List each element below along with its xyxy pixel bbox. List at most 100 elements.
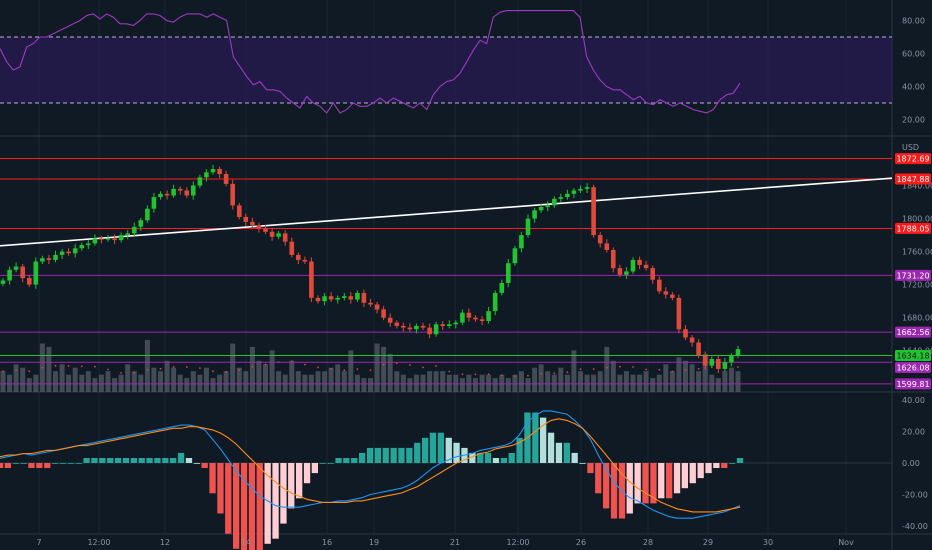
volume-ma-dot (671, 370, 674, 373)
volume-ma-dot (422, 366, 424, 369)
macd-line (0, 410, 741, 519)
candle-body (473, 317, 478, 320)
price-tick-label: 1720.00 (902, 281, 932, 290)
volume-bar (33, 374, 39, 392)
candle-body (591, 187, 596, 236)
macd-histogram-bar (28, 463, 35, 468)
volume-bar (446, 374, 452, 392)
volume-bar (584, 374, 590, 392)
candle-body (630, 259, 636, 272)
candle-body (302, 259, 308, 262)
time-tick-label: 29 (703, 538, 713, 547)
volume-bar (118, 374, 124, 392)
candle-body (696, 342, 701, 356)
macd-pane (0, 410, 892, 550)
price-level-label: 1634.18 (896, 352, 929, 361)
volume-ma-dot (645, 368, 647, 371)
macd-histogram-bar (422, 437, 429, 463)
rsi-tick-label: 20.00 (902, 116, 925, 125)
volume-bar (59, 364, 65, 392)
candle-body (512, 248, 518, 264)
volume-bar (322, 371, 328, 392)
candle-body (92, 238, 98, 244)
macd-histogram-bar (0, 463, 4, 468)
macd-histogram-bar (146, 458, 153, 463)
macd-histogram-bar (540, 417, 547, 463)
volume-bar (381, 346, 387, 392)
volume-ma-dot (527, 374, 529, 377)
volume-bar (203, 367, 209, 392)
volume-ma-dot (737, 366, 739, 368)
macd-histogram-bar (67, 463, 74, 464)
candle-body (66, 251, 71, 254)
candle-body (657, 279, 662, 292)
volume-ma-dot (474, 373, 477, 376)
volume-bar (177, 374, 183, 392)
macd-histogram-bar (626, 463, 633, 514)
volume-ma-dot (199, 367, 201, 369)
volume-ma-dot (28, 370, 31, 373)
price-level-label: 1872.69 (896, 155, 929, 164)
macd-tick-label: -20.00 (902, 491, 928, 500)
volume-ma-dot (487, 373, 490, 376)
macd-histogram-bar (59, 463, 67, 464)
volume-bar (217, 374, 223, 392)
price-tick-label: 1680.00 (902, 314, 932, 323)
currency-label: USD (902, 143, 919, 152)
macd-histogram-bar (20, 463, 27, 464)
macd-histogram-bar (398, 447, 405, 463)
volume-bar (66, 374, 72, 392)
candle-body (118, 235, 124, 241)
volume-bar (532, 367, 538, 392)
volume-bar (348, 350, 354, 392)
candle-body (59, 251, 65, 255)
macd-histogram-bar (343, 458, 350, 463)
volume-ma-dot (54, 364, 57, 367)
macd-histogram-bar (453, 442, 460, 463)
macd-histogram-bar (52, 463, 59, 464)
macd-histogram-bar (99, 458, 106, 463)
price-level-label: 1788.05 (896, 224, 929, 233)
candle-body (407, 327, 413, 330)
volume-bar (656, 374, 662, 392)
price-level-tag (895, 173, 931, 185)
volume-ma-dot (619, 365, 621, 368)
volume-ma-dot (409, 364, 411, 366)
candle-body (578, 188, 583, 191)
price-axis[interactable]: USD 80.0060.0040.0020.001840.001800.0017… (895, 17, 932, 532)
candle-body (289, 241, 295, 255)
macd-histogram-bar (484, 452, 492, 463)
candle-body (447, 324, 452, 326)
candle-body (223, 174, 229, 184)
volume-bar (315, 371, 321, 392)
volume-ma-dot (159, 367, 162, 370)
candle-body (263, 228, 268, 232)
volume-bar (236, 367, 242, 392)
candle-body (499, 283, 505, 293)
macd-histogram-bar (477, 452, 484, 463)
candle-body (617, 268, 623, 275)
macd-histogram-bar (697, 463, 704, 479)
time-tick-label: 26 (576, 538, 586, 547)
macd-histogram-bar (579, 463, 586, 464)
volume-ma-dot (251, 365, 254, 368)
volume-bar (466, 374, 472, 392)
volume-bar (0, 371, 6, 392)
time-tick-label: 7 (36, 538, 41, 547)
volume-bar (591, 374, 597, 392)
macd-histogram-bar (185, 458, 193, 463)
price-level-tag (895, 153, 931, 165)
volume-bar (578, 371, 583, 392)
macd-histogram-bar (721, 463, 728, 468)
macd-histogram-bar (366, 447, 374, 463)
volume-bar (276, 371, 282, 392)
candle-body (492, 292, 498, 312)
macd-histogram-bar (736, 458, 744, 463)
volume-bar (144, 340, 150, 392)
volume-bar (7, 374, 13, 392)
macd-histogram-bar (603, 463, 610, 509)
time-axis[interactable]: 7 12:00 12 14 16 19 21 12:00 26 28 29 30 Nov (36, 538, 854, 547)
candle-body (132, 226, 137, 234)
candle-body (624, 271, 629, 275)
